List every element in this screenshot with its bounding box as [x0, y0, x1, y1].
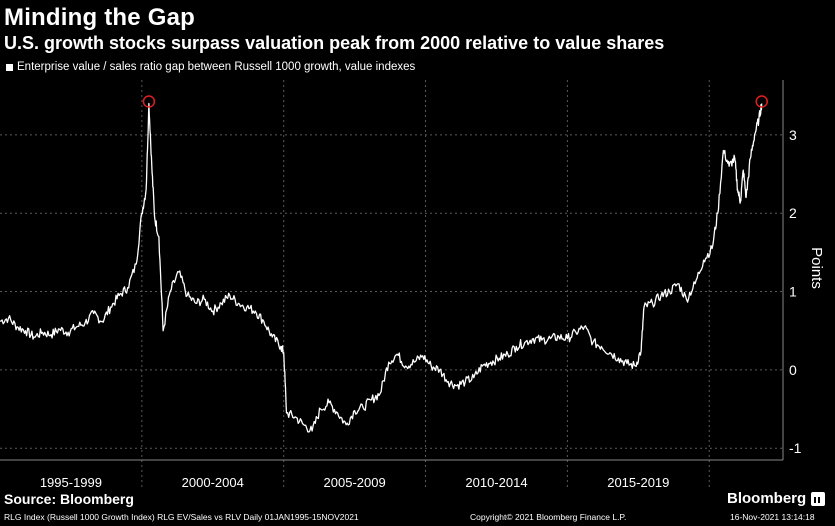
peak-marker: [142, 95, 156, 108]
legend-label: Enterprise value / sales ratio gap betwe…: [17, 61, 416, 73]
series-line: [0, 102, 763, 433]
bloomberg-chart-icon: [811, 491, 826, 506]
y-axis-label: Points: [808, 247, 825, 289]
y-tick-label: 3: [789, 127, 797, 143]
bloomberg-logo: Bloomberg: [727, 490, 826, 507]
source-note: Source: Bloomberg: [4, 491, 134, 507]
x-group-label: 2015-2019: [607, 475, 669, 490]
y-tick-label: -1: [789, 440, 802, 456]
legend-swatch: [6, 63, 13, 71]
chart-subtitle: U.S. growth stocks surpass valuation pea…: [4, 33, 665, 53]
y-tick-label: 0: [789, 362, 797, 378]
x-group-label: 1995-1999: [40, 475, 102, 490]
footer-left-note: RLG Index (Russell 1000 Growth Index) RL…: [4, 512, 359, 522]
footer-timestamp: 16-Nov-2021 13:14:18: [730, 512, 815, 522]
y-tick-label: 1: [789, 284, 797, 300]
x-group-label: 2010-2014: [465, 475, 527, 490]
peak-marker: [755, 95, 768, 108]
x-group-label: 2005-2009: [324, 475, 386, 490]
footer-copyright: Copyright© 2021 Bloomberg Finance L.P.: [470, 512, 627, 522]
legend: Enterprise value / sales ratio gap betwe…: [6, 61, 415, 73]
chart-title: Minding the Gap: [4, 4, 195, 31]
x-group-label: 2000-2004: [182, 475, 244, 490]
y-tick-label: 2: [789, 205, 797, 221]
brand-name: Bloomberg: [727, 490, 807, 507]
